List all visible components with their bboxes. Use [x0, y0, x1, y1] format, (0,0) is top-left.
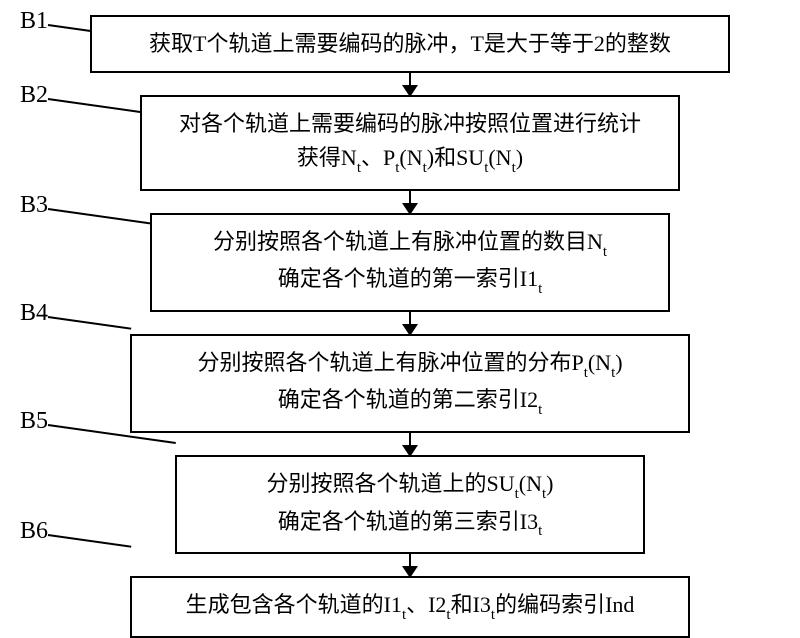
step-box-b1: 获取T个轨道上需要编码的脉冲，T是大于等于2的整数 — [90, 15, 730, 73]
arrow-down — [409, 312, 411, 334]
step-text: 对各个轨道上需要编码的脉冲按照位置进行统计 — [156, 107, 664, 141]
step-text: 分别按照各个轨道上有脉冲位置的分布Pt(Nt) — [146, 346, 674, 384]
flowchart-container: 获取T个轨道上需要编码的脉冲，T是大于等于2的整数 对各个轨道上需要编码的脉冲按… — [60, 15, 760, 638]
step-box-b5: 分别按照各个轨道上的SUt(Nt) 确定各个轨道的第三索引I3t — [175, 455, 645, 554]
arrow-down — [409, 191, 411, 213]
step-text: 生成包含各个轨道的I1t、I2t和I3t的编码索引Ind — [146, 588, 674, 626]
step-text: 确定各个轨道的第二索引I2t — [146, 383, 674, 421]
step-text: 确定各个轨道的第一索引I1t — [166, 262, 654, 300]
step-label-b6: B6 — [20, 518, 48, 545]
step-text: 获取T个轨道上需要编码的脉冲，T是大于等于2的整数 — [106, 27, 714, 61]
step-label-b1: B1 — [20, 8, 48, 35]
arrow-down — [409, 73, 411, 95]
step-box-b6: 生成包含各个轨道的I1t、I2t和I3t的编码索引Ind — [130, 576, 690, 638]
step-label-b4: B4 — [20, 300, 48, 327]
step-text: 分别按照各个轨道上有脉冲位置的数目Nt — [166, 225, 654, 263]
arrow-down — [409, 433, 411, 455]
step-text: 获得Nt、Pt(Nt)和SUt(Nt) — [156, 141, 664, 179]
step-text: 分别按照各个轨道上的SUt(Nt) — [191, 467, 629, 505]
step-box-b2: 对各个轨道上需要编码的脉冲按照位置进行统计 获得Nt、Pt(Nt)和SUt(Nt… — [140, 95, 680, 191]
step-box-b4: 分别按照各个轨道上有脉冲位置的分布Pt(Nt) 确定各个轨道的第二索引I2t — [130, 334, 690, 433]
step-label-b5: B5 — [20, 408, 48, 435]
step-text: 确定各个轨道的第三索引I3t — [191, 505, 629, 543]
step-box-b3: 分别按照各个轨道上有脉冲位置的数目Nt 确定各个轨道的第一索引I1t — [150, 213, 670, 312]
step-label-b2: B2 — [20, 82, 48, 109]
arrow-down — [409, 554, 411, 576]
step-label-b3: B3 — [20, 192, 48, 219]
